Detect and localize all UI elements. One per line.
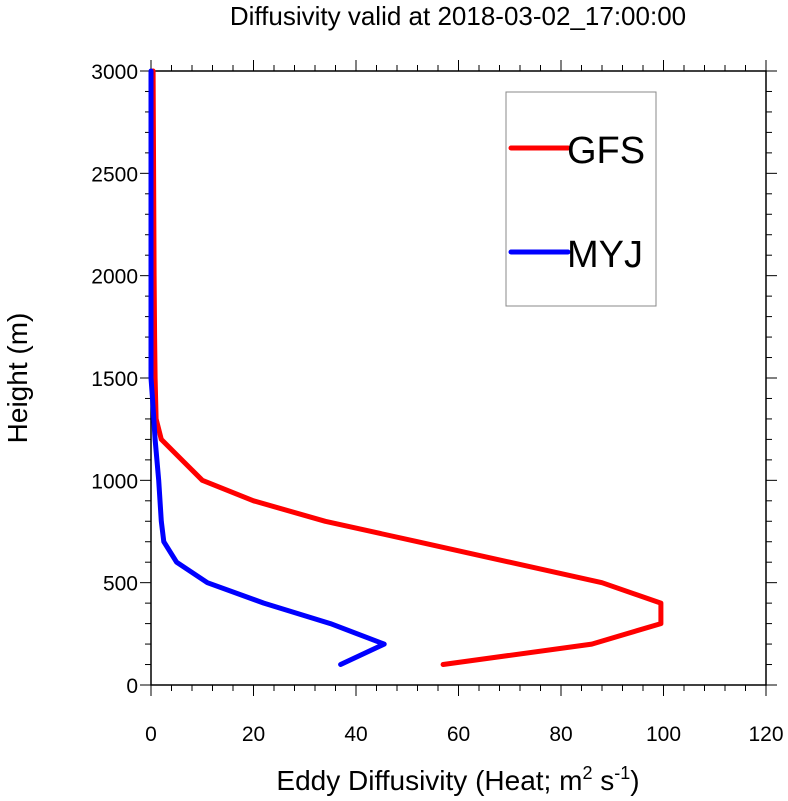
y-tick-label: 500 [103,573,138,596]
series-line-gfs [150,68,664,667]
x-axis-title-sup2: -1 [614,763,630,783]
x-tick-label: 120 [748,723,783,746]
chart-title: Diffusivity valid at 2018-03-02_17:00:00 [230,1,686,31]
minor-ticks [145,65,772,691]
x-tick-label: 0 [145,723,157,746]
major-ticks [140,60,777,696]
x-axis-title-sup1: 2 [582,763,592,783]
x-axis-title-post: ) [630,765,639,796]
y-tick-label: 1500 [91,368,138,391]
legend-box [505,91,657,307]
x-tick-label: 100 [646,723,681,746]
series-line-myj [148,68,387,667]
x-tick-label: 40 [344,723,367,746]
plot-area-frame [150,70,767,686]
x-tick-label: 20 [242,723,265,746]
x-tick-labels: 0 20 40 60 80 100 120 [145,723,783,746]
x-axis-title-mid: s [592,765,614,796]
legend-label-gfs: GFS [567,130,645,172]
y-tick-labels: 0 500 1000 1500 2000 2500 3000 [91,61,138,698]
x-tick-label: 60 [447,723,470,746]
legend-label-myj: MYJ [567,234,643,276]
x-axis-title: Eddy Diffusivity (Heat; m2 s-1) [276,763,639,796]
x-axis-title-pre: Eddy Diffusivity (Heat; m [276,765,582,796]
y-tick-label: 2000 [91,266,138,289]
y-tick-label: 1000 [91,470,138,493]
y-tick-label: 0 [126,675,138,698]
x-tick-label: 80 [549,723,572,746]
y-axis-title: Height (m) [2,313,33,444]
y-tick-label: 2500 [91,163,138,186]
series-lines [148,68,664,667]
y-tick-label: 3000 [91,61,138,84]
